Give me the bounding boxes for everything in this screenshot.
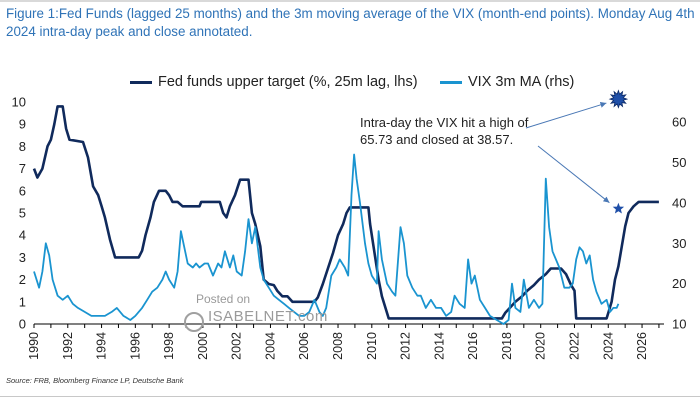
y-right-tick-label: 60 [672,115,686,130]
top-rule [0,0,700,2]
x-tick-label: 2008 [331,332,345,360]
y-left-tick-label: 2 [19,272,26,287]
x-tick-label: 2010 [365,332,379,360]
marker-close [612,202,625,214]
axes: 0 1 2 3 4 5 6 7 8 9 10 10 20 30 40 50 60 1990 1992 1994 1996… [12,95,687,360]
watermark: Posted on ISABELNET.com [184,292,328,332]
series-line-vix [33,153,620,325]
legend-vix: VIX 3m MA (rhs) [440,74,574,90]
y-right-tick-label: 30 [672,236,686,251]
figure-title: Figure 1:Fed Funds (lagged 25 months) an… [6,6,695,39]
x-tick-label: 1998 [162,332,176,360]
x-tick-label: 2022 [567,332,581,360]
annotation-note: Intra-day the VIX hit a high of 65.73 an… [360,115,529,147]
y-right-tick-label: 50 [672,155,686,170]
x-tick-label: 2004 [263,332,277,360]
x-tick-label: 1992 [61,332,75,360]
annotations [525,89,629,214]
series-lines [32,105,659,325]
legend-swatch-vix [440,80,462,84]
x-tick-label: 2020 [534,332,548,360]
x-tick-label: 1990 [27,332,41,360]
y-left-tick-label: 9 [19,117,26,132]
arrow-to-high [525,101,607,129]
x-tick-label: 2012 [399,332,413,360]
legend-swatch-fed-funds [130,80,152,84]
y-left-tick-label: 4 [19,228,26,243]
y-right-tick-label: 10 [672,317,686,332]
series-line-fed-funds [32,105,659,320]
x-tick-label: 2024 [601,332,615,360]
x-tick-label: 2006 [297,332,311,360]
y-left-tick-label: 7 [19,161,26,176]
y-right-tick-label: 40 [672,195,686,210]
y-left-tick-label: 8 [19,139,26,154]
source-note: Source: FRB, Bloomberg Finance LP, Deuts… [6,376,184,385]
legend-fed-funds: Fed funds upper target (%, 25m lag, lhs) [130,74,418,90]
x-tick-label: 2026 [635,332,649,360]
y-left-tick-label: 5 [19,206,26,221]
bottom-rule [0,396,700,397]
y-left-tick-label: 10 [12,95,26,110]
watermark-logo-icon [184,312,204,332]
watermark-brand-text: ISABELNET.com [208,308,328,325]
x-tick-label: 2000 [196,332,210,360]
legend-label-vix: VIX 3m MA (rhs) [468,74,575,90]
x-tick-label: 1994 [95,332,109,360]
arrow-to-close [537,145,610,204]
y-right-tick-label: 20 [672,276,686,291]
y-left-tick-label: 1 [19,294,26,309]
x-tick-label: 1996 [128,332,142,360]
y-left-tick-label: 3 [19,250,26,265]
x-tick-label: 2014 [432,332,446,360]
x-tick-label: 2016 [466,332,480,360]
legend-label-fed-funds: Fed funds upper target (%, 25m lag, lhs) [158,74,418,90]
marker-intraday-high [608,89,629,109]
y-left-tick-label: 6 [19,183,26,198]
x-tick-label: 2002 [230,332,244,360]
x-tick-label: 2018 [500,332,514,360]
watermark-small-text: Posted on [196,292,251,306]
y-left-tick-label: 0 [19,317,26,332]
